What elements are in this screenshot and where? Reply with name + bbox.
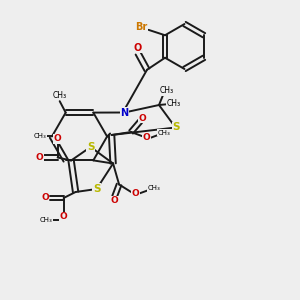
Text: CH₃: CH₃ bbox=[159, 86, 174, 95]
Text: CH₃: CH₃ bbox=[40, 217, 52, 223]
Text: O: O bbox=[41, 194, 49, 202]
Text: S: S bbox=[173, 122, 180, 133]
Text: O: O bbox=[110, 196, 118, 206]
Text: CH₃: CH₃ bbox=[166, 99, 181, 108]
Text: CH₃: CH₃ bbox=[34, 133, 46, 139]
Text: O: O bbox=[139, 114, 146, 123]
Text: O: O bbox=[54, 134, 61, 143]
Text: CH₃: CH₃ bbox=[52, 91, 67, 100]
Text: S: S bbox=[87, 142, 94, 152]
Text: O: O bbox=[143, 134, 151, 142]
Text: O: O bbox=[36, 153, 43, 162]
Text: CH₃: CH₃ bbox=[158, 130, 170, 136]
Text: S: S bbox=[93, 184, 100, 194]
Text: O: O bbox=[132, 189, 140, 198]
Text: N: N bbox=[120, 107, 129, 118]
Text: Br: Br bbox=[135, 22, 147, 32]
Text: CH₃: CH₃ bbox=[147, 185, 160, 191]
Text: O: O bbox=[134, 43, 142, 53]
Text: O: O bbox=[60, 212, 68, 221]
